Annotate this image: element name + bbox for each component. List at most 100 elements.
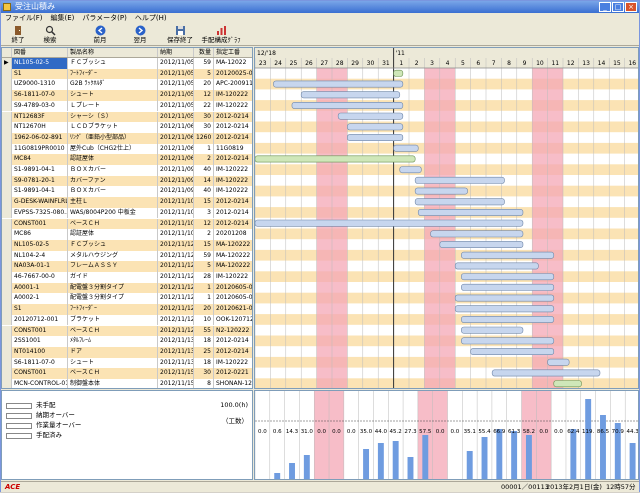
table-row[interactable]: G-DESK-WAINFLRLH 主柱Ｌ 2012/11/10 15 2012-0214: [2, 197, 252, 208]
table-cell[interactable]: ガイド: [68, 272, 158, 283]
table-cell[interactable]: MA-120222: [214, 240, 252, 251]
table-cell[interactable]: 2012-0214: [214, 336, 252, 347]
row-selector[interactable]: [2, 239, 12, 251]
table-row[interactable]: 1962-06-02-891 ﾘﾝｸﾞ（亜鉛小型部品） 2012/11/06 1260…: [2, 132, 252, 144]
table-cell[interactable]: ﾌｰﾄﾌｨｰﾀﾞｰ: [68, 304, 158, 315]
row-selector[interactable]: [2, 175, 12, 187]
maximize-button[interactable]: □: [612, 2, 624, 12]
table-cell[interactable]: ＢＯＸカバー: [68, 186, 158, 198]
row-selector[interactable]: [2, 261, 12, 272]
table-cell[interactable]: 20120621-0: [214, 304, 252, 315]
table-cell[interactable]: MA-12022: [214, 58, 252, 69]
table-row[interactable]: NL105-02-5 ＦＣブッシュ 2012/11/12 15 MA-120222: [2, 239, 252, 251]
table-cell[interactable]: 屋外Cub（CHG2仕上）: [68, 143, 158, 155]
row-selector[interactable]: [2, 79, 12, 91]
table-cell[interactable]: 1: [194, 293, 214, 305]
table-cell[interactable]: MC86: [12, 229, 68, 240]
table-cell[interactable]: 2012/11/09: [158, 186, 194, 198]
row-selector[interactable]: [2, 379, 12, 388]
table-cell[interactable]: 2012/11/12: [158, 293, 194, 305]
table-cell[interactable]: 20120605-0: [214, 293, 252, 304]
table-cell[interactable]: EVPSS-7325-080...: [12, 207, 68, 219]
table-row[interactable]: S1 ﾌｰﾄﾌｨｰﾀﾞｰ 2012/11/05 5 20120025-0: [2, 68, 252, 80]
table-cell[interactable]: 制御盤本体: [68, 379, 158, 388]
table-cell[interactable]: 2012/11/12: [158, 250, 194, 262]
table-row[interactable]: S9-0781-20-1 カバーファン 2012/11/09 14 IM-120222: [2, 175, 252, 187]
table-cell[interactable]: 1: [194, 143, 214, 155]
save-exit-button[interactable]: 保存終了: [165, 25, 195, 45]
column-header[interactable]: 数量: [194, 48, 214, 57]
table-cell[interactable]: CONST001: [12, 325, 68, 337]
table-cell[interactable]: 2012/11/06: [158, 154, 194, 165]
table-row[interactable]: S1 ﾌｰﾄﾌｨｰﾀﾞｰ 2012/11/12 20 20120621-0: [2, 304, 252, 315]
table-row[interactable]: S1-9891-04-1 ＢＯＸカバー 2012/11/09 40 IM-120222: [2, 186, 252, 198]
menu-parameter[interactable]: パラメータ(P): [82, 14, 127, 22]
row-selector[interactable]: [2, 218, 12, 230]
table-cell[interactable]: ベースＣＨ: [68, 218, 158, 230]
table-cell[interactable]: IM-120222: [214, 176, 252, 187]
table-cell[interactable]: S6-1811-07-0: [12, 357, 68, 369]
row-selector[interactable]: [2, 186, 12, 198]
table-cell[interactable]: 22: [194, 100, 214, 112]
table-cell[interactable]: 2012/11/06: [158, 122, 194, 133]
row-selector[interactable]: [2, 282, 12, 294]
table-cell[interactable]: 2012/11/12: [158, 314, 194, 326]
table-cell[interactable]: 2012-0214: [214, 122, 252, 133]
table-cell[interactable]: SHONAN-120: [214, 379, 252, 388]
table-cell[interactable]: 20120712-001: [12, 314, 68, 326]
menu-edit[interactable]: 編集(E): [50, 14, 75, 22]
table-cell[interactable]: 11G0819PR0010: [12, 143, 68, 155]
table-cell[interactable]: 55: [194, 325, 214, 337]
table-cell[interactable]: ﾌｰﾄﾌｨｰﾀﾞｰ: [68, 68, 158, 80]
table-cell[interactable]: NA03A-01-1: [12, 261, 68, 272]
table-cell[interactable]: MCN-CONTROL-01: [12, 379, 68, 388]
table-cell[interactable]: 主柱Ｌ: [68, 197, 158, 208]
row-selector[interactable]: [2, 90, 12, 101]
table-cell[interactable]: 3: [194, 207, 214, 219]
menu-file[interactable]: ファイル(F): [5, 14, 43, 22]
table-cell[interactable]: 2012-0214: [214, 154, 252, 165]
column-header[interactable]: 指定工番: [214, 48, 252, 57]
table-cell[interactable]: MA-120222: [214, 251, 252, 262]
table-row[interactable]: 2SS1001 ﾒﾀﾙﾌﾚｰﾑ 2012/11/13 18 2012-0214: [2, 336, 252, 347]
table-cell[interactable]: ドア: [68, 346, 158, 358]
row-selector[interactable]: [2, 250, 12, 262]
table-cell[interactable]: 18: [194, 336, 214, 347]
table-cell[interactable]: 5: [194, 261, 214, 272]
table-cell[interactable]: 2012/11/10: [158, 229, 194, 240]
row-selector[interactable]: [2, 293, 12, 305]
table-cell[interactable]: 1260: [194, 132, 214, 144]
table-cell[interactable]: UZ9000-1310: [12, 79, 68, 91]
table-cell[interactable]: Ｌプレート: [68, 100, 158, 112]
table-row[interactable]: NT014100 ドア 2012/11/13 25 2012-0214: [2, 346, 252, 358]
table-cell[interactable]: 1: [194, 282, 214, 294]
table-cell[interactable]: 30: [194, 368, 214, 379]
table-cell[interactable]: 10: [194, 314, 214, 326]
table-row[interactable]: 11G0819PR0010 屋外Cub（CHG2仕上） 2012/11/06 1 11G…: [2, 143, 252, 155]
table-cell[interactable]: NL105-02-5: [12, 58, 68, 69]
table-cell[interactable]: 2012/11/12: [158, 304, 194, 315]
table-cell[interactable]: ベースＣＨ: [68, 325, 158, 337]
table-row[interactable]: S1-9891-04-1 ＢＯＸカバー 2012/11/09 40 IM-120222: [2, 165, 252, 176]
table-cell[interactable]: 2012-0221: [214, 368, 252, 379]
row-selector[interactable]: [2, 111, 12, 123]
table-cell[interactable]: 46-7667-00-0: [12, 272, 68, 283]
table-row[interactable]: MC84 認証屋体 2012/11/06 2 2012-0214: [2, 154, 252, 165]
table-cell[interactable]: 20120605-0: [214, 283, 252, 294]
table-cell[interactable]: 2012/11/05: [158, 111, 194, 123]
search-button[interactable]: 検索: [35, 25, 65, 45]
table-cell[interactable]: 20120025-0: [214, 69, 252, 80]
table-cell[interactable]: IM-120222: [214, 272, 252, 283]
table-cell[interactable]: IM-120222: [214, 101, 252, 112]
row-selector[interactable]: [2, 272, 12, 283]
table-cell[interactable]: NL105-02-5: [12, 239, 68, 251]
row-selector[interactable]: [2, 132, 12, 144]
table-cell[interactable]: ブラケット: [68, 314, 158, 326]
row-selector[interactable]: [2, 346, 12, 358]
table-cell[interactable]: 2: [194, 229, 214, 240]
table-cell[interactable]: NT12683F: [12, 111, 68, 123]
table-cell[interactable]: S9-4789-03-0: [12, 100, 68, 112]
table-cell[interactable]: 2012/11/06: [158, 132, 194, 144]
column-header[interactable]: 納期: [158, 48, 194, 57]
row-selector[interactable]: [2, 368, 12, 379]
